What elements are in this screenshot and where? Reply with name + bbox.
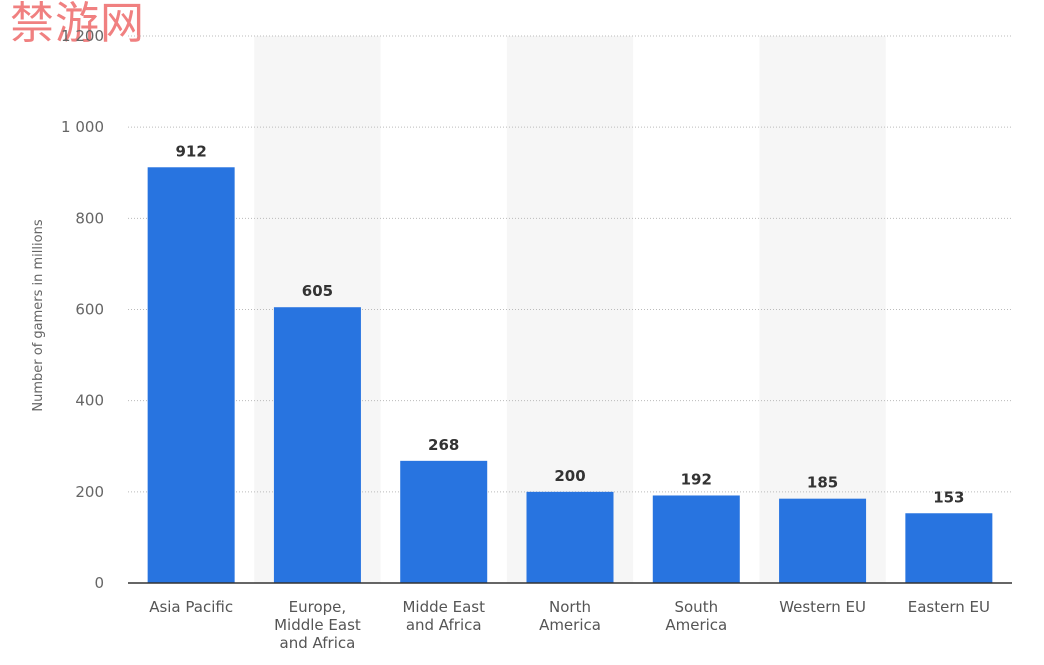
x-axis-labels: Asia Pacific Europe, Middle East and Africa…	[149, 598, 990, 652]
value-labels: 912 605 268 200 192 185 153	[175, 142, 964, 506]
bar-value-label: 912	[175, 142, 206, 160]
bars	[147, 167, 993, 583]
y-axis-title: Number of gamers in millions	[31, 219, 46, 411]
y-axis-ticks: 0 200 400 600 800 1 000 1 200	[61, 27, 104, 592]
y-tick-label: 0	[94, 574, 104, 592]
bar-value-label: 268	[428, 436, 459, 454]
y-tick-label: 800	[75, 209, 104, 227]
bar	[905, 513, 993, 583]
bar	[400, 460, 488, 583]
x-category-label: Europe, Middle East and Africa	[274, 598, 361, 652]
bar	[779, 498, 867, 583]
bar	[526, 491, 614, 583]
x-category-label: Western EU	[779, 598, 866, 616]
x-category-label: Asia Pacific	[149, 598, 233, 616]
bar-value-label: 153	[933, 488, 964, 506]
y-tick-label: 1 200	[61, 27, 104, 45]
y-tick-label: 200	[75, 483, 104, 501]
y-tick-label: 600	[75, 301, 104, 319]
bar-value-label: 185	[807, 474, 838, 492]
background-band	[759, 36, 886, 583]
watermark-logo: 禁游网	[10, 0, 145, 49]
x-category-label: Midde East and Africa	[402, 598, 485, 634]
y-tick-label: 400	[75, 392, 104, 410]
x-category-label: Eastern EU	[908, 598, 990, 616]
x-category-label: North America	[539, 598, 601, 634]
bar-value-label: 200	[554, 467, 585, 485]
x-category-label: South America	[665, 598, 727, 634]
y-tick-label: 1 000	[61, 118, 104, 136]
bar-value-label: 192	[681, 470, 712, 488]
bar-value-label: 605	[302, 282, 333, 300]
bar	[147, 167, 235, 583]
bar	[652, 495, 740, 583]
bar	[273, 307, 361, 583]
